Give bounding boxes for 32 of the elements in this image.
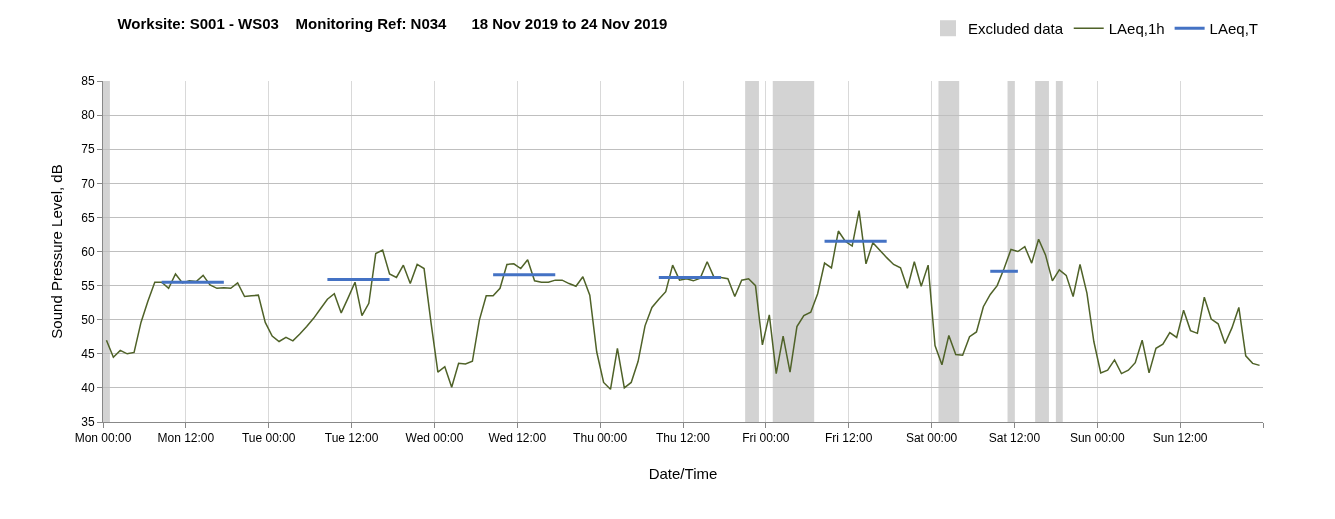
x-tick-label: Sat 00:00 [905,431,958,446]
x-axis-title: Date/Time [648,465,718,483]
x-tick-label: Sat 12:00 [988,431,1041,446]
line-series [105,209,1261,391]
x-tick-label: Fri 12:00 [825,431,873,446]
y-tick-label: 35 [81,415,95,430]
y-tick-label: 40 [81,381,95,396]
x-tick-label: Sun 00:00 [1069,431,1125,446]
y-tick-label: 60 [81,244,95,259]
x-tick-label: Thu 12:00 [655,431,711,446]
x-tick-label: Sun 12:00 [1152,431,1208,446]
x-tick-label: Mon 00:00 [74,431,132,446]
x-tick-label: Tue 00:00 [241,431,296,446]
x-tick-label: Thu 00:00 [573,431,628,446]
x-tick-label: Tue 12:00 [324,431,379,446]
x-tick-label: Mon 12:00 [157,431,215,446]
y-tick-label: 80 [81,108,95,123]
y-axis-title: Sound Pressure Level, dB [48,164,66,339]
chart-title: Worksite: S001 - WS03 Monitoring Ref: N034 18 Nov 2019 to 24 Nov 2019 [117,14,668,32]
legend-label: Excluded data [968,20,1064,38]
y-tick-label: 85 [81,74,95,89]
legend-label: LAeq,1h [1108,20,1165,38]
x-tick-label: Fri 00:00 [742,431,790,446]
x-tick-label: Wed 12:00 [488,431,547,446]
y-tick-label: 55 [81,278,95,293]
x-tick-label: Wed 00:00 [405,431,464,446]
y-tick-label: 75 [81,142,95,157]
y-tick-label: 45 [81,347,95,361]
y-tick-label: 65 [81,210,95,225]
y-tick-label: 70 [81,176,95,191]
legend-label: LAeq,T [1209,20,1258,38]
y-tick-label: 50 [81,312,95,327]
